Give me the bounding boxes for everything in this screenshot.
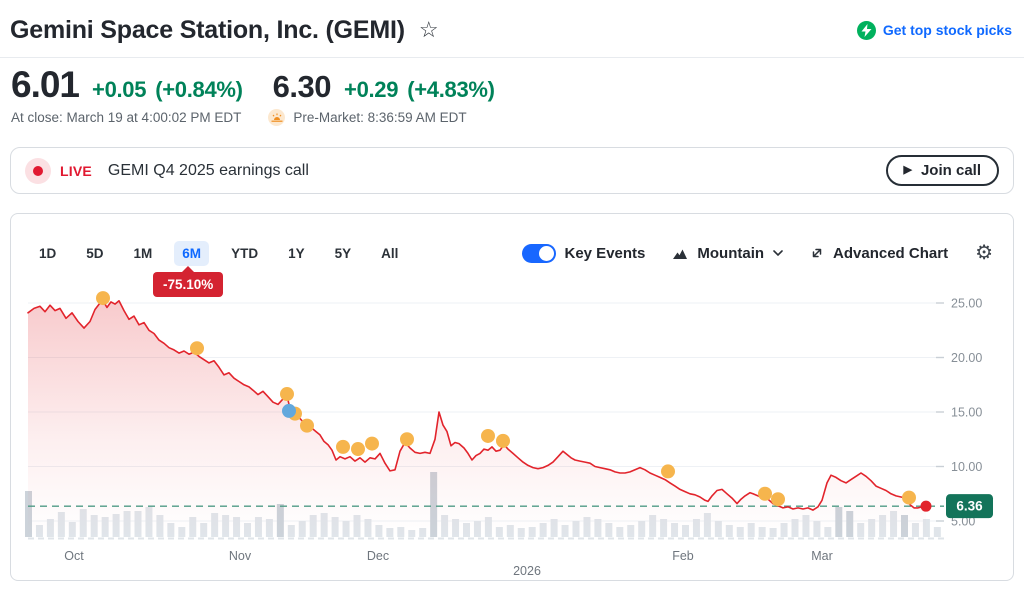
key-event-marker[interactable] <box>280 387 294 402</box>
range-change-tooltip: -75.10% <box>153 266 224 297</box>
join-call-label: Join call <box>920 162 981 179</box>
cta-label: Get top stock picks <box>882 22 1012 38</box>
range-ytd[interactable]: YTD <box>223 241 266 266</box>
key-event-marker[interactable] <box>190 341 204 356</box>
special-event-marker[interactable] <box>282 403 296 418</box>
regular-market-change-percent: (+0.84%) <box>155 77 243 102</box>
live-earnings-banner: LIVE GEMI Q4 2025 earnings call ▶ Join c… <box>10 147 1014 194</box>
quote-row: 6.01 +0.05 (+0.84%) 6.30 +0.29 (+4.83%) <box>11 64 495 106</box>
range-5y[interactable]: 5Y <box>327 241 360 266</box>
lightning-bolt-icon <box>856 20 876 40</box>
key-event-marker[interactable] <box>96 291 110 306</box>
chart-type-label: Mountain <box>697 244 765 262</box>
range-all[interactable]: All <box>373 241 406 266</box>
key-event-marker[interactable] <box>365 436 379 451</box>
volume-bar <box>922 519 930 537</box>
key-event-marker[interactable] <box>758 486 772 501</box>
key-event-marker[interactable] <box>661 464 675 479</box>
advanced-chart-label: Advanced Chart <box>833 244 949 262</box>
earnings-call-title: GEMI Q4 2025 earnings call <box>107 161 309 179</box>
x-axis-label: Nov <box>229 549 252 563</box>
settings-gear-icon[interactable]: ⚙ <box>975 242 993 264</box>
premarket-timestamp: Pre-Market: 8:36:59 AM EDT <box>293 110 467 125</box>
premarket-price: 6.30 <box>272 69 332 104</box>
key-events-control: Key Events <box>521 243 646 263</box>
mountain-icon <box>673 249 688 259</box>
page-title: Gemini Space Station, Inc. (GEMI) <box>10 15 405 44</box>
x-axis-label: Oct <box>64 549 84 563</box>
key-events-toggle[interactable] <box>521 243 556 263</box>
y-axis-label: 10.00 <box>951 460 982 474</box>
play-icon: ▶ <box>903 164 912 176</box>
sunrise-icon <box>268 109 286 126</box>
header-divider <box>0 57 1024 58</box>
x-axis-year-label: 2026 <box>513 564 541 578</box>
chart-type-dropdown[interactable]: Mountain <box>672 245 783 262</box>
y-axis-label: 20.00 <box>951 351 982 365</box>
chart-controls: Key Events Mountain Advanced Chart ⚙ <box>521 242 993 264</box>
range-5d[interactable]: 5D <box>78 241 111 266</box>
premarket-change: +0.29 <box>344 77 399 102</box>
x-axis-label: Mar <box>811 549 833 563</box>
current-price-badge <box>946 494 993 519</box>
price-chart-card: 25.00 20.00 15.00 10.00 5.00 6.36 Oct Nov Dec Feb… <box>10 213 1014 581</box>
advanced-chart-button[interactable]: Advanced Chart <box>810 245 948 262</box>
x-axis-label: Feb <box>672 549 694 563</box>
expand-diagonal-icon <box>812 248 822 258</box>
y-axis-label: 15.00 <box>951 406 982 420</box>
current-price-badge-label: 6.36 <box>956 499 983 514</box>
key-event-marker[interactable] <box>496 433 510 448</box>
volume-bar <box>933 527 941 537</box>
live-indicator-icon <box>25 157 51 184</box>
chart-toolbar: 1D 5D 1M 6M YTD 1Y 5Y All Key Events Mou… <box>11 238 1013 268</box>
key-event-marker[interactable] <box>351 442 365 457</box>
x-axis-label: Dec <box>367 549 389 563</box>
key-event-marker[interactable] <box>902 490 916 505</box>
regular-market-price: 6.01 <box>11 64 80 105</box>
key-events-label: Key Events <box>564 244 646 262</box>
quote-meta-row: At close: March 19 at 4:00:02 PM EDT Pre… <box>11 109 467 126</box>
get-top-stock-picks-link[interactable]: Get top stock picks <box>856 20 1012 40</box>
premarket-change-percent: (+4.83%) <box>407 77 495 102</box>
chevron-down-icon <box>773 250 783 256</box>
key-event-marker[interactable] <box>481 428 495 443</box>
key-event-marker[interactable] <box>300 418 314 433</box>
range-1d[interactable]: 1D <box>31 241 64 266</box>
join-call-button[interactable]: ▶ Join call <box>885 155 999 186</box>
y-axis-label: 25.00 <box>951 297 982 311</box>
page-header: Gemini Space Station, Inc. (GEMI) ☆ Get … <box>10 10 1012 50</box>
key-event-marker[interactable] <box>336 439 350 454</box>
live-badge: LIVE <box>60 162 92 179</box>
range-6m[interactable]: 6M <box>174 240 210 266</box>
key-event-marker[interactable] <box>400 432 414 447</box>
range-1y[interactable]: 1Y <box>280 241 313 266</box>
at-close-timestamp: At close: March 19 at 4:00:02 PM EDT <box>11 110 242 125</box>
price-area <box>28 300 926 537</box>
regular-market-change: +0.05 <box>92 77 147 102</box>
key-event-marker[interactable] <box>771 492 785 507</box>
latest-price-dot <box>920 500 932 512</box>
range-1m[interactable]: 1M <box>126 241 161 266</box>
watchlist-star-icon[interactable]: ☆ <box>418 17 439 42</box>
